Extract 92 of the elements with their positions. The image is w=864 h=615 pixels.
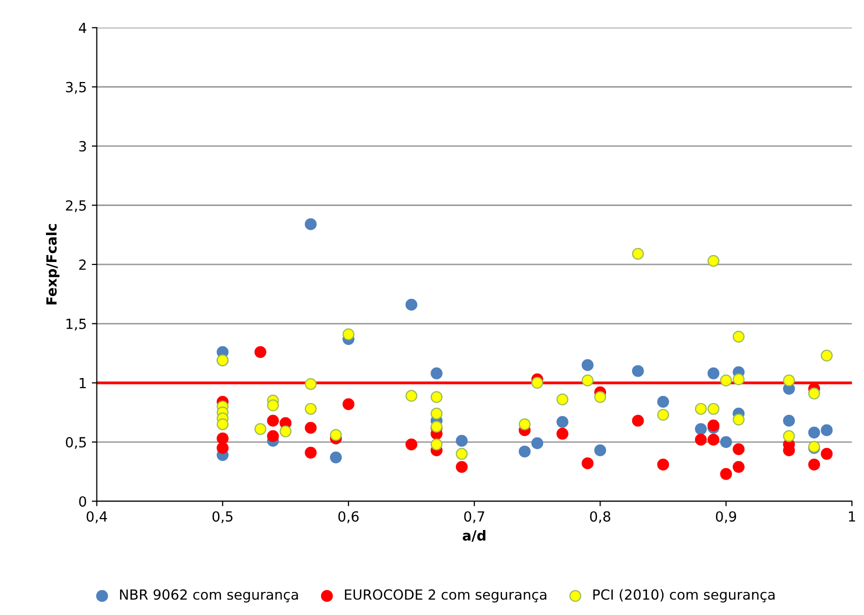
point	[280, 425, 292, 438]
point	[694, 434, 707, 446]
point	[330, 428, 342, 441]
point	[708, 434, 720, 446]
point	[657, 396, 670, 408]
point	[783, 374, 795, 386]
point	[216, 418, 229, 430]
point	[720, 468, 732, 480]
point	[430, 438, 443, 450]
x-tick-label: 0,6	[338, 511, 359, 524]
point	[430, 408, 443, 420]
point	[405, 390, 418, 402]
point	[304, 422, 317, 434]
point	[783, 430, 795, 442]
y-tick-label: 1	[80, 378, 86, 388]
point	[430, 391, 443, 403]
point	[582, 359, 594, 372]
point	[708, 420, 720, 432]
point	[556, 416, 568, 428]
x-tick-label: 0,7	[464, 511, 484, 524]
y-tick-label: 3,5	[66, 82, 86, 94]
point	[694, 402, 707, 415]
y-tick-label: 0,5	[66, 437, 86, 449]
point	[556, 428, 568, 440]
point	[330, 451, 342, 464]
point	[304, 446, 317, 459]
y-tick-label: 0	[79, 496, 86, 507]
point	[216, 442, 229, 454]
point	[405, 438, 418, 450]
point	[820, 350, 833, 362]
point	[518, 418, 531, 430]
point	[267, 399, 279, 412]
x-tick-label: 0,8	[590, 511, 610, 524]
y-axis-title: Fexp/Fcalc	[46, 224, 60, 304]
point	[254, 423, 266, 435]
point	[216, 432, 229, 444]
point	[657, 408, 670, 421]
point	[708, 367, 720, 380]
point	[694, 423, 707, 435]
point	[720, 374, 732, 386]
y-tick-label: 1,5	[66, 318, 86, 331]
point	[732, 414, 745, 426]
point	[808, 388, 820, 400]
y-tick-label: 4	[78, 22, 86, 33]
point	[254, 346, 266, 358]
point	[708, 254, 720, 267]
point	[732, 373, 745, 386]
point	[594, 391, 606, 403]
y-tick-label: 2	[79, 259, 86, 270]
y-tick-label: 2,5	[66, 200, 86, 212]
point	[342, 398, 354, 410]
point	[304, 378, 317, 390]
point	[657, 458, 670, 470]
point	[531, 376, 544, 389]
point	[594, 444, 606, 456]
point	[808, 458, 820, 470]
x-tick-label: 0,5	[212, 511, 232, 524]
point	[430, 367, 443, 380]
point	[456, 448, 468, 460]
legend-label: PCI (2010) com segurança	[593, 589, 775, 602]
point	[582, 457, 594, 470]
point	[708, 402, 720, 415]
y-tick-label: 3	[79, 141, 86, 152]
point	[267, 430, 279, 442]
point	[783, 414, 795, 427]
legend-label: EUROCODE 2 com segurança	[344, 589, 546, 602]
x-tick-label: 0,9	[716, 511, 736, 524]
point	[632, 414, 644, 427]
point	[456, 460, 468, 473]
point	[820, 424, 833, 436]
legend-label: NBR 9062 com segurança	[120, 589, 298, 602]
point	[732, 460, 745, 473]
point	[632, 365, 644, 377]
point	[304, 402, 317, 415]
point	[732, 443, 745, 456]
point	[456, 434, 468, 447]
point	[720, 436, 732, 448]
point	[732, 330, 745, 343]
x-tick-label: 0,4	[86, 511, 108, 524]
x-tick-label: 1	[849, 511, 856, 522]
point	[304, 218, 317, 230]
point	[632, 248, 644, 260]
point	[518, 446, 531, 458]
point	[556, 393, 568, 406]
point	[405, 298, 418, 311]
point	[531, 437, 544, 450]
point	[582, 374, 594, 386]
point	[342, 328, 354, 340]
point	[808, 426, 820, 438]
point	[820, 448, 833, 460]
point	[267, 414, 279, 427]
x-axis-title: a/d	[462, 530, 486, 542]
